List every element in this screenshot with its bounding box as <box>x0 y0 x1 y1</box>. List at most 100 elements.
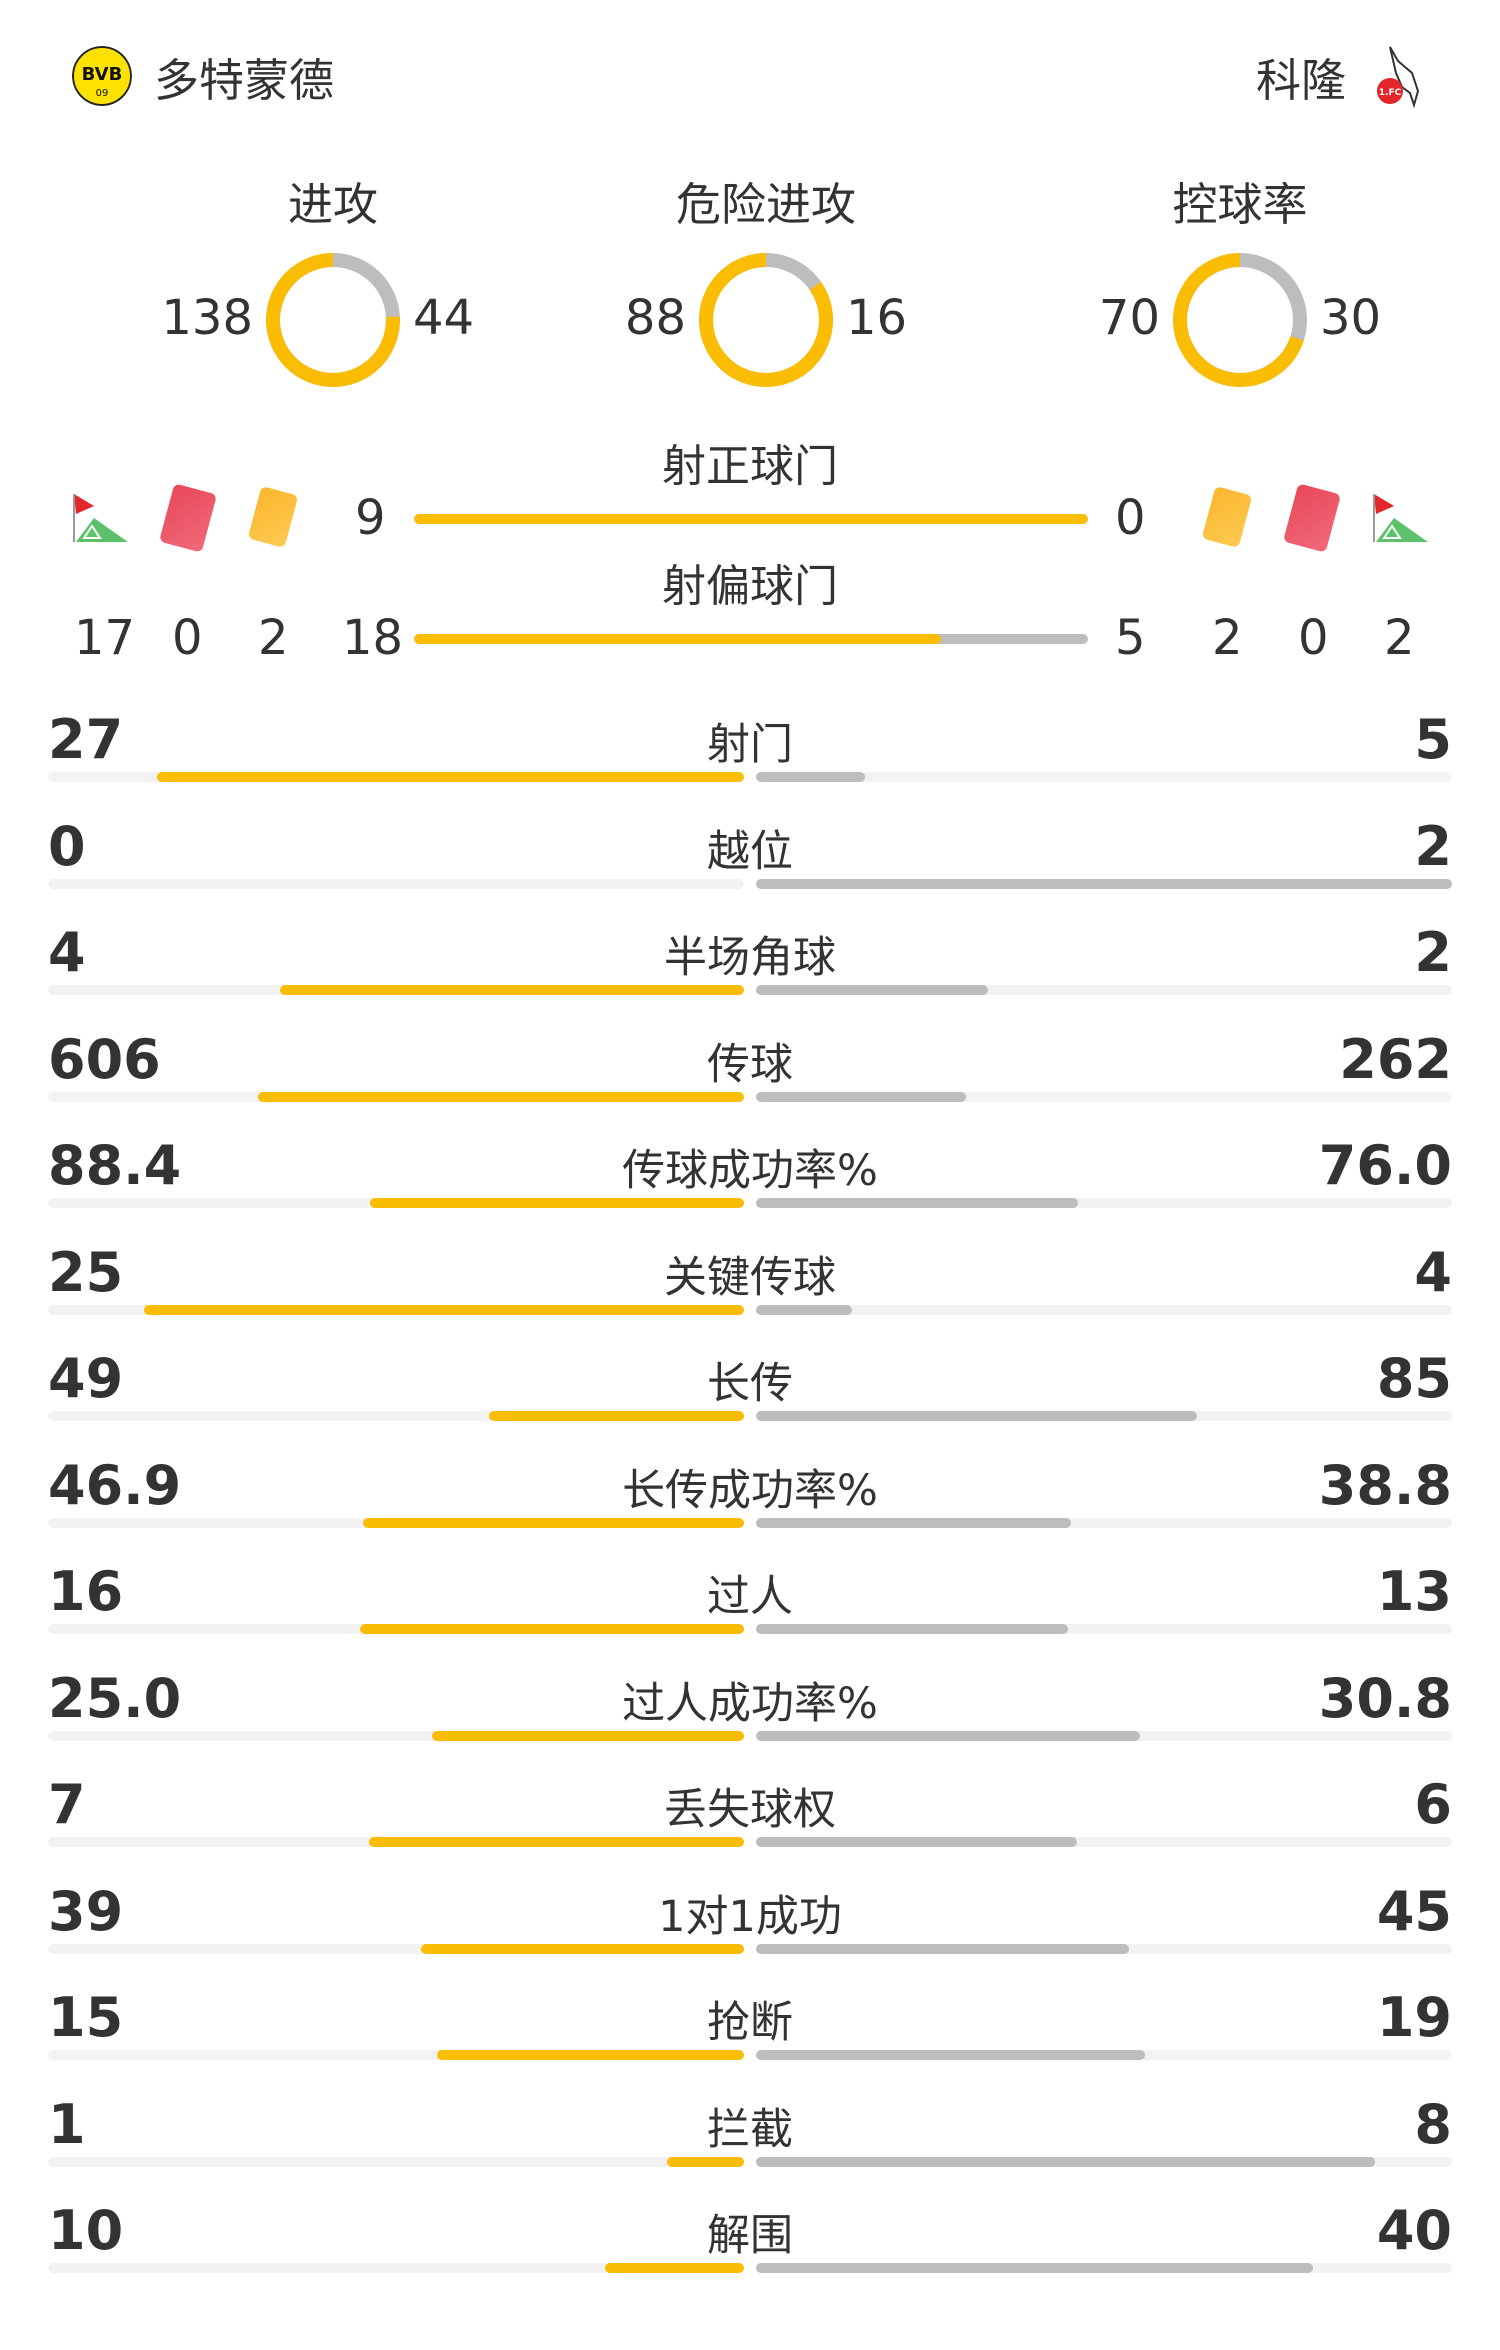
stat-away-track <box>756 1304 1452 1315</box>
stat-home-value: 39 <box>48 1879 124 1943</box>
stat-label: 长传 <box>707 1359 793 1409</box>
stat-home-bar <box>432 1730 744 1741</box>
stat-row: 10 解围 40 <box>48 2191 1452 2297</box>
yellow-card-icon <box>247 486 299 548</box>
stat-away-value: 2 <box>1414 814 1452 878</box>
stat-row: 25.0 过人成功率% 30.8 <box>48 1659 1452 1765</box>
stat-home-track <box>48 1411 744 1421</box>
shots-on-home: 9 <box>355 490 386 546</box>
stat-away-track <box>756 1624 1452 1634</box>
stat-away-value: 30.8 <box>1318 1666 1452 1730</box>
stat-away-bar <box>756 1304 852 1315</box>
stat-home-track <box>48 1730 744 1741</box>
stat-row: 39 1对1成功 45 <box>48 1872 1452 1978</box>
stat-home-value: 25.0 <box>48 1666 182 1730</box>
donut-home-value: 138 <box>161 290 253 346</box>
stat-home-bar <box>280 985 744 995</box>
stat-label: 越位 <box>707 826 793 877</box>
shots-off-bar <box>414 634 1088 644</box>
donut-chart <box>1173 253 1307 387</box>
stat-away-bar <box>756 1837 1078 1847</box>
stat-away-value: 19 <box>1376 1986 1452 2049</box>
corner-flag-icon <box>73 494 128 542</box>
stat-home-value: 25 <box>48 1240 124 1304</box>
stat-home-bar <box>369 1198 744 1208</box>
stat-away-value: 38.8 <box>1318 1453 1452 1517</box>
stat-home-value: 49 <box>48 1347 124 1410</box>
stat-home-bar <box>369 1837 744 1847</box>
stat-home-value: 606 <box>48 1027 161 1091</box>
donut-title: 控球率 <box>1172 178 1308 231</box>
donut-home-arc <box>1173 253 1307 387</box>
stat-home-bar <box>156 772 744 782</box>
donut-title: 危险进攻 <box>675 178 856 231</box>
stat-home-value: 4 <box>48 921 86 984</box>
stat-away-bar <box>756 1517 1072 1528</box>
donut-away-value: 44 <box>413 290 475 346</box>
stat-row: 46.9 长传成功率% 38.8 <box>48 1446 1452 1552</box>
donut-away-value: 30 <box>1320 290 1382 346</box>
stat-row: 7 丢失球权 6 <box>48 1765 1452 1871</box>
stat-label: 射门 <box>707 720 793 770</box>
stat-home-value: 88.4 <box>48 1134 182 1197</box>
home-yellow-cards: 2 <box>258 610 289 666</box>
stat-home-track <box>48 2156 744 2167</box>
stat-away-bar <box>756 1730 1141 1741</box>
stat-home-value: 27 <box>48 708 124 771</box>
stat-label: 传球 <box>707 1039 793 1090</box>
stat-away-bar <box>756 1091 967 1102</box>
stat-away-track <box>756 985 1452 995</box>
stat-label: 1对1成功 <box>658 1891 842 1942</box>
away-red-cards: 0 <box>1298 610 1329 666</box>
stat-row: 27 射门 5 <box>48 700 1452 806</box>
stat-home-bar <box>436 2050 744 2060</box>
stat-label: 过人 <box>707 1572 793 1622</box>
stat-away-value: 2 <box>1414 921 1452 984</box>
stat-away-value: 45 <box>1376 1879 1452 1943</box>
donut-home-value: 70 <box>1098 290 1160 346</box>
stat-away-bar <box>756 772 865 782</box>
stat-row: 16 过人 13 <box>48 1552 1452 1658</box>
home-corners: 17 <box>74 610 136 666</box>
stat-away-value: 262 <box>1339 1027 1452 1091</box>
stat-home-track <box>48 2050 744 2060</box>
stat-label: 长传成功率% <box>622 1465 878 1516</box>
stat-away-track <box>756 1091 1452 1102</box>
stat-row: 0 越位 2 <box>48 807 1452 913</box>
away-corners: 2 <box>1384 610 1415 666</box>
stat-home-bar <box>489 1411 744 1421</box>
away-team-name: 科隆 <box>1255 53 1346 107</box>
donut-home-arc <box>699 253 833 387</box>
stat-away-bar <box>756 2050 1145 2060</box>
stat-home-bar <box>420 1943 744 1954</box>
stat-away-value: 13 <box>1376 1560 1452 1623</box>
stat-away-track <box>756 1517 1452 1528</box>
donut-chart <box>266 253 400 387</box>
stat-away-value: 6 <box>1414 1773 1452 1836</box>
stat-home-bar <box>258 1091 744 1102</box>
stat-home-value: 15 <box>48 1986 124 2049</box>
stat-away-bar <box>756 2263 1313 2273</box>
stat-away-value: 40 <box>1376 2199 1452 2262</box>
stat-row: 88.4 传球成功率% 76.0 <box>48 1126 1452 1232</box>
away-team[interactable]: 科隆 1.FC <box>1256 40 1428 112</box>
bvb-logo-icon: BVB 09 <box>72 46 132 106</box>
stat-row: 49 长传 85 <box>48 1339 1452 1445</box>
shots-off-home: 18 <box>342 610 404 666</box>
shots-on-away: 0 <box>1115 490 1146 546</box>
stat-away-bar <box>756 985 988 995</box>
stat-away-bar <box>756 1198 1078 1208</box>
home-team[interactable]: BVB 09 多特蒙德 <box>72 40 334 112</box>
donut-title: 进攻 <box>287 178 378 231</box>
corner-flag-icon <box>1373 494 1428 542</box>
stat-label: 关键传球 <box>664 1252 836 1303</box>
stat-label: 过人成功率% <box>622 1678 878 1729</box>
home-team-name: 多特蒙德 <box>154 53 335 107</box>
stat-home-value: 10 <box>48 2199 124 2262</box>
donut-home-arc <box>266 253 400 387</box>
stat-home-value: 46.9 <box>48 1453 182 1517</box>
svg-text:BVB: BVB <box>82 64 123 85</box>
stat-label: 丢失球权 <box>664 1785 836 1835</box>
stat-home-value: 0 <box>48 814 86 878</box>
home-red-cards: 0 <box>172 610 203 666</box>
